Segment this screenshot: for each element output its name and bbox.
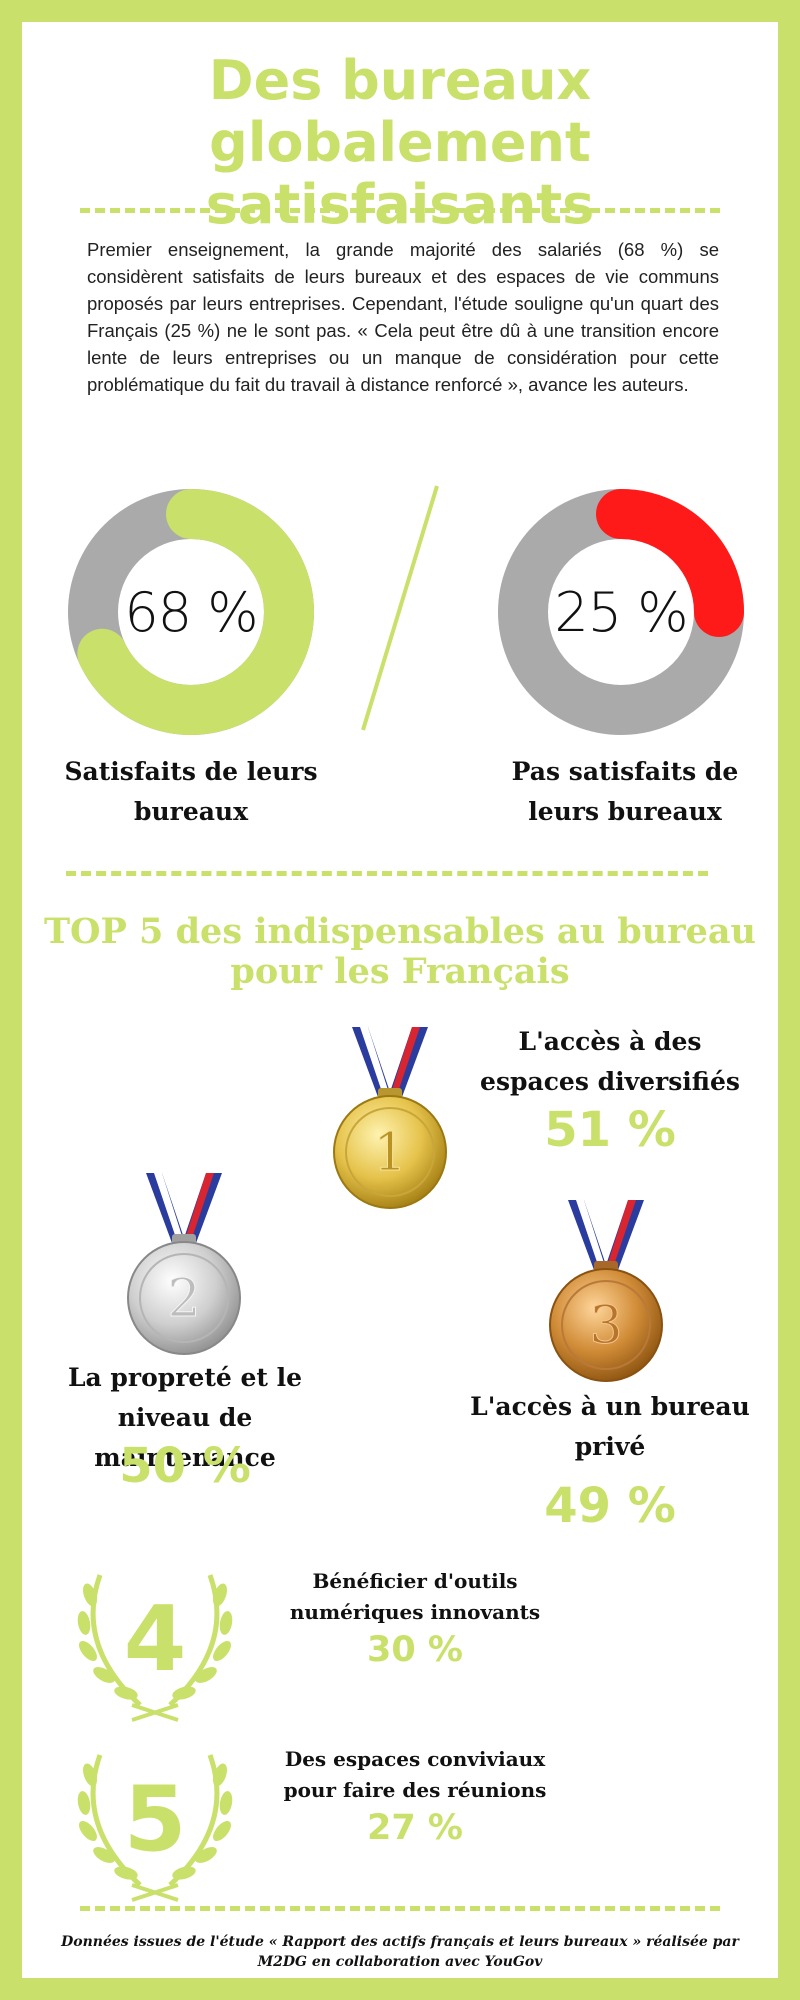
top5-title: TOP 5 des indispensables au bureau pour … (44, 911, 756, 992)
rank-1-label: L'accès à des espaces diversifiés (480, 1027, 740, 1096)
donut-value-label: 25 % (554, 580, 688, 644)
svg-text:5: 5 (124, 1767, 187, 1872)
laurel-4-icon: 4 (77, 1574, 233, 1722)
rank-3-value: 49 % (544, 1478, 676, 1534)
divider-bottom (80, 1906, 720, 1911)
silver-medal-icon: 2 (127, 1173, 241, 1355)
rank-4-label: Bénéficier d'outils numériques innovants (289, 1569, 541, 1624)
donut-value-label: 68 % (124, 580, 258, 644)
donut-label-not-satisfied: Pas satisfaits de leurs bureaux (511, 757, 739, 826)
page-title: Des bureaux globalement satisfaisants (205, 49, 595, 236)
svg-text:1: 1 (373, 1123, 406, 1183)
divider-middle (66, 871, 708, 876)
donut-chart-satisfied: 68 % (66, 487, 316, 737)
laurel-5-icon: 5 (77, 1754, 233, 1902)
rank-2-label: La propreté et le niveau de maintenance (67, 1363, 303, 1472)
rank-1-value: 51 % (544, 1102, 676, 1158)
divider-slash (361, 485, 439, 731)
donut-arc (596, 489, 744, 637)
rank-3-label: L'accès à un bureau privé (470, 1392, 750, 1461)
divider-top (80, 208, 720, 213)
rank-5-value: 27 % (367, 1808, 463, 1848)
donut-chart-not-satisfied: 25 % (496, 487, 746, 737)
rank-4-value: 30 % (367, 1630, 463, 1670)
donut-label-satisfied: Satisfaits de leurs bureaux (64, 757, 318, 826)
bronze-medal-icon: 3 (549, 1200, 663, 1382)
svg-text:3: 3 (589, 1296, 622, 1356)
donut-arc (77, 489, 314, 735)
intro-paragraph: Premier enseignement, la grande majorité… (87, 239, 719, 395)
svg-text:2: 2 (167, 1269, 200, 1329)
svg-text:4: 4 (124, 1587, 187, 1692)
rank-2-value: 50 % (119, 1438, 251, 1494)
rank-5-label: Des espaces conviviaux pour faire des ré… (283, 1747, 547, 1802)
gold-medal-icon: 1 (333, 1027, 447, 1209)
source-footnote: Données issues de l'étude « Rapport des … (61, 1934, 739, 1970)
